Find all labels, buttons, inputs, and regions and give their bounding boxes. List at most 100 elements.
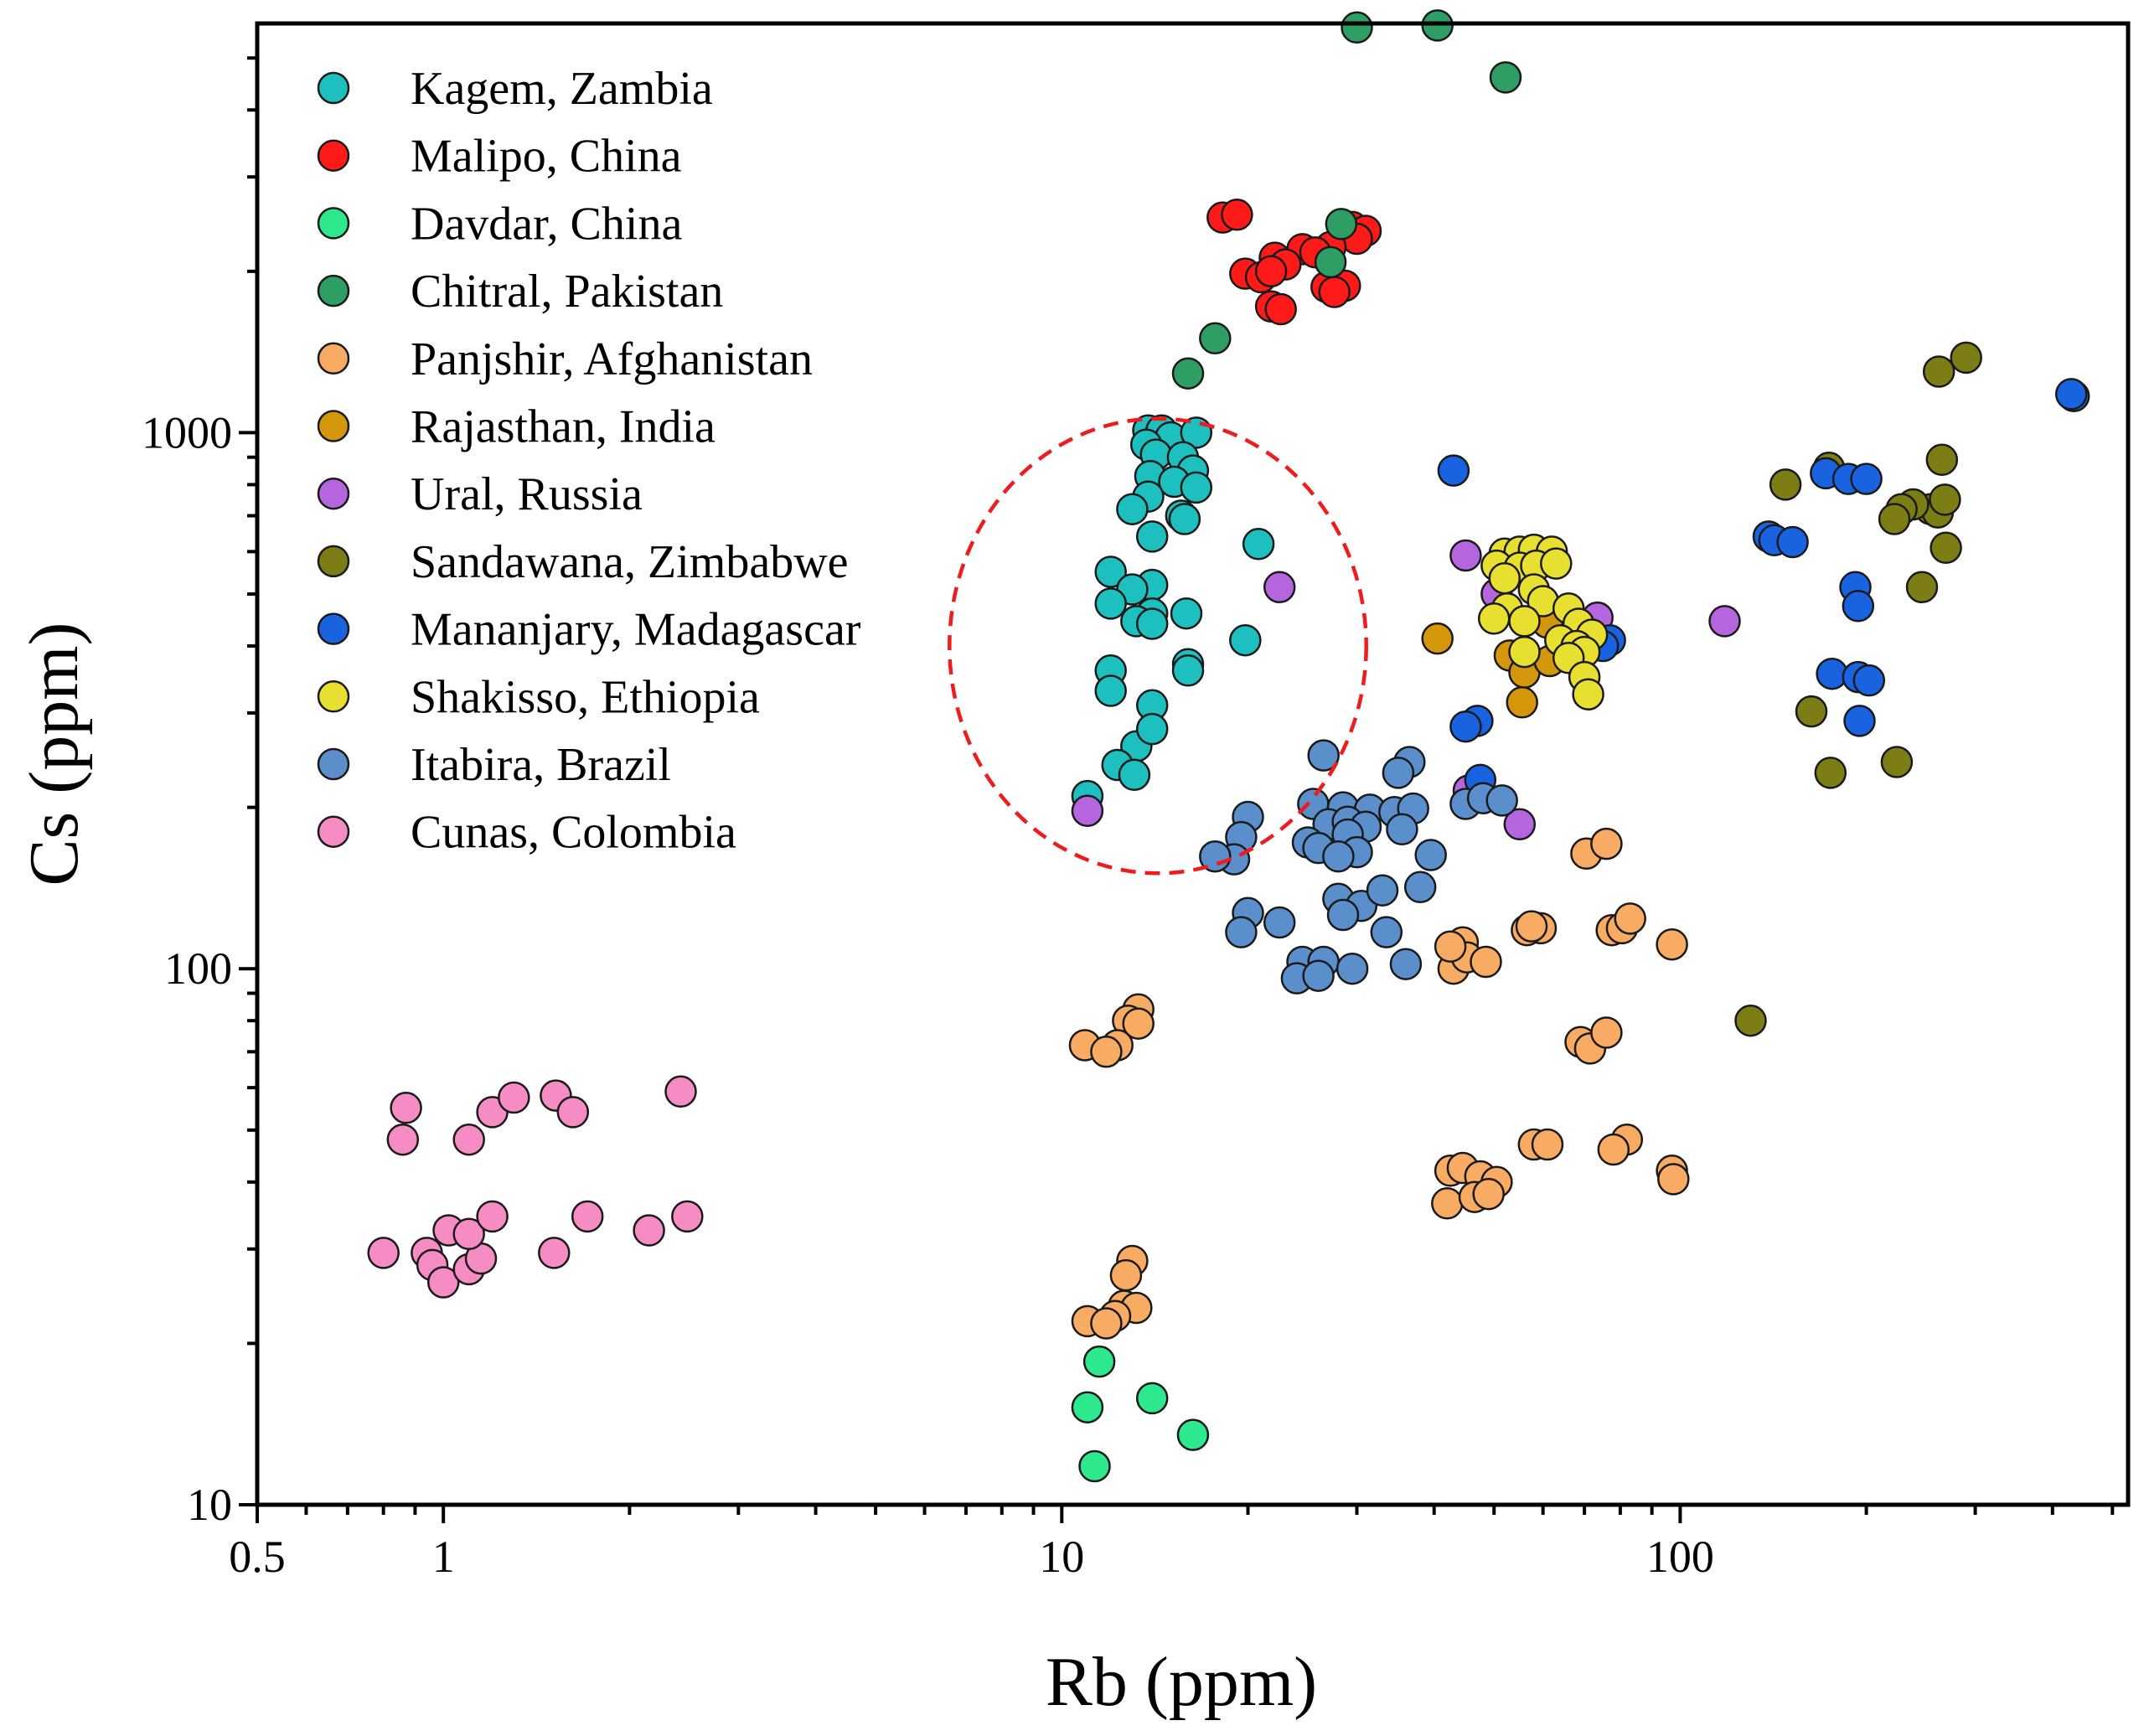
data-point xyxy=(1880,746,1914,778)
data-point xyxy=(1322,840,1355,873)
series-9 xyxy=(1477,533,1609,710)
y-tick-label: 10 xyxy=(187,1480,232,1530)
data-point xyxy=(1449,710,1482,743)
legend-marker xyxy=(317,612,350,645)
data-point xyxy=(1540,547,1573,580)
y-tick-label: 100 xyxy=(164,943,232,994)
data-point xyxy=(390,1092,422,1124)
legend-label: Mananjary, Madagascar xyxy=(411,604,861,656)
data-point xyxy=(1225,916,1258,948)
data-point xyxy=(1135,520,1169,553)
series-4 xyxy=(1068,827,1690,1340)
data-point xyxy=(1414,839,1447,871)
legend-item: Mananjary, Madagascar xyxy=(317,604,861,656)
data-point xyxy=(1135,607,1169,640)
data-point xyxy=(556,1096,590,1129)
legend-item: Malipo, China xyxy=(317,131,682,183)
series-10 xyxy=(1199,739,1518,995)
series-3 xyxy=(1171,9,1522,390)
legend-item: Rajasthan, India xyxy=(317,401,716,453)
legend-marker xyxy=(317,71,350,105)
data-point xyxy=(1531,1128,1564,1161)
data-point xyxy=(1925,443,1959,477)
data-point xyxy=(1515,910,1548,943)
data-point xyxy=(1614,902,1646,935)
data-point xyxy=(1335,952,1369,985)
y-ticks: 10 100 1000 xyxy=(142,56,257,1530)
data-point xyxy=(1171,654,1205,687)
data-point xyxy=(1254,255,1288,288)
data-point xyxy=(1776,525,1809,559)
legend-marker xyxy=(317,139,350,172)
legend-item: Kagem, Zambia xyxy=(317,63,713,115)
data-point xyxy=(1168,503,1201,535)
y-axis-title: Cs (ppm) xyxy=(15,623,93,886)
data-point xyxy=(1814,757,1847,789)
data-point xyxy=(1590,1016,1623,1049)
data-point xyxy=(1506,686,1538,719)
data-point xyxy=(1176,1418,1210,1451)
data-point xyxy=(1769,468,1802,501)
data-point xyxy=(1326,898,1360,932)
data-point xyxy=(1382,757,1415,789)
legend-marker xyxy=(317,410,350,442)
data-point xyxy=(1503,808,1537,841)
data-point xyxy=(1708,605,1741,638)
legend-marker xyxy=(317,747,350,781)
data-point xyxy=(1572,678,1604,710)
data-point xyxy=(1199,322,1232,355)
plot-frame xyxy=(255,21,2131,1507)
data-point xyxy=(1078,1449,1111,1483)
data-point xyxy=(452,1217,485,1251)
legend-marker xyxy=(317,477,350,510)
data-point xyxy=(1434,930,1467,963)
y-tick-label: 1000 xyxy=(142,407,232,457)
x-tick-label: 1 xyxy=(432,1532,455,1582)
data-point xyxy=(1242,528,1275,561)
data-point xyxy=(1071,794,1104,828)
legend-item: Ural, Russia xyxy=(317,468,643,520)
data-point xyxy=(1657,1163,1690,1196)
data-point xyxy=(1264,292,1297,326)
data-point xyxy=(1318,276,1351,308)
data-point xyxy=(1090,1036,1123,1068)
data-point xyxy=(664,1075,697,1108)
x-tick-label: 10 xyxy=(1039,1532,1084,1582)
data-point xyxy=(1135,712,1169,746)
data-point xyxy=(1263,571,1296,604)
data-point xyxy=(1082,1345,1116,1378)
data-point xyxy=(1135,1382,1169,1415)
data-point xyxy=(1597,1133,1630,1166)
legend-label: Panjshir, Afghanistan xyxy=(411,333,813,385)
data-point xyxy=(1071,1391,1104,1423)
legend-marker xyxy=(317,274,350,307)
legend-label: Ural, Russia xyxy=(411,468,643,520)
legend-label: Kagem, Zambia xyxy=(411,63,713,115)
data-point xyxy=(1229,623,1262,657)
legend-item: Cunas, Colombia xyxy=(317,807,736,859)
data-point xyxy=(1325,208,1358,240)
series-11 xyxy=(367,1075,704,1299)
data-point xyxy=(1508,605,1541,638)
legend-label: Chitral, Pakistan xyxy=(411,266,723,318)
data-point xyxy=(1922,355,1955,388)
data-point xyxy=(426,1266,460,1299)
data-point xyxy=(1472,1177,1505,1211)
data-point xyxy=(538,1237,571,1269)
data-point xyxy=(1850,462,1883,495)
legend-label: Rajasthan, India xyxy=(411,401,716,453)
data-point xyxy=(1656,927,1688,961)
data-point xyxy=(452,1123,485,1156)
data-point xyxy=(1734,1004,1767,1037)
data-point xyxy=(1386,813,1418,846)
data-point xyxy=(1341,11,1373,44)
data-point xyxy=(633,1214,665,1247)
legend-label: Itabira, Brazil xyxy=(411,739,671,791)
data-point xyxy=(1470,945,1502,979)
data-point xyxy=(1366,874,1399,907)
data-point xyxy=(476,1200,509,1233)
data-point xyxy=(1170,597,1203,630)
data-point xyxy=(1118,758,1151,792)
x-axis-title: Rb (ppm) xyxy=(1046,1643,1317,1721)
legend-item: Chitral, Pakistan xyxy=(317,266,723,318)
